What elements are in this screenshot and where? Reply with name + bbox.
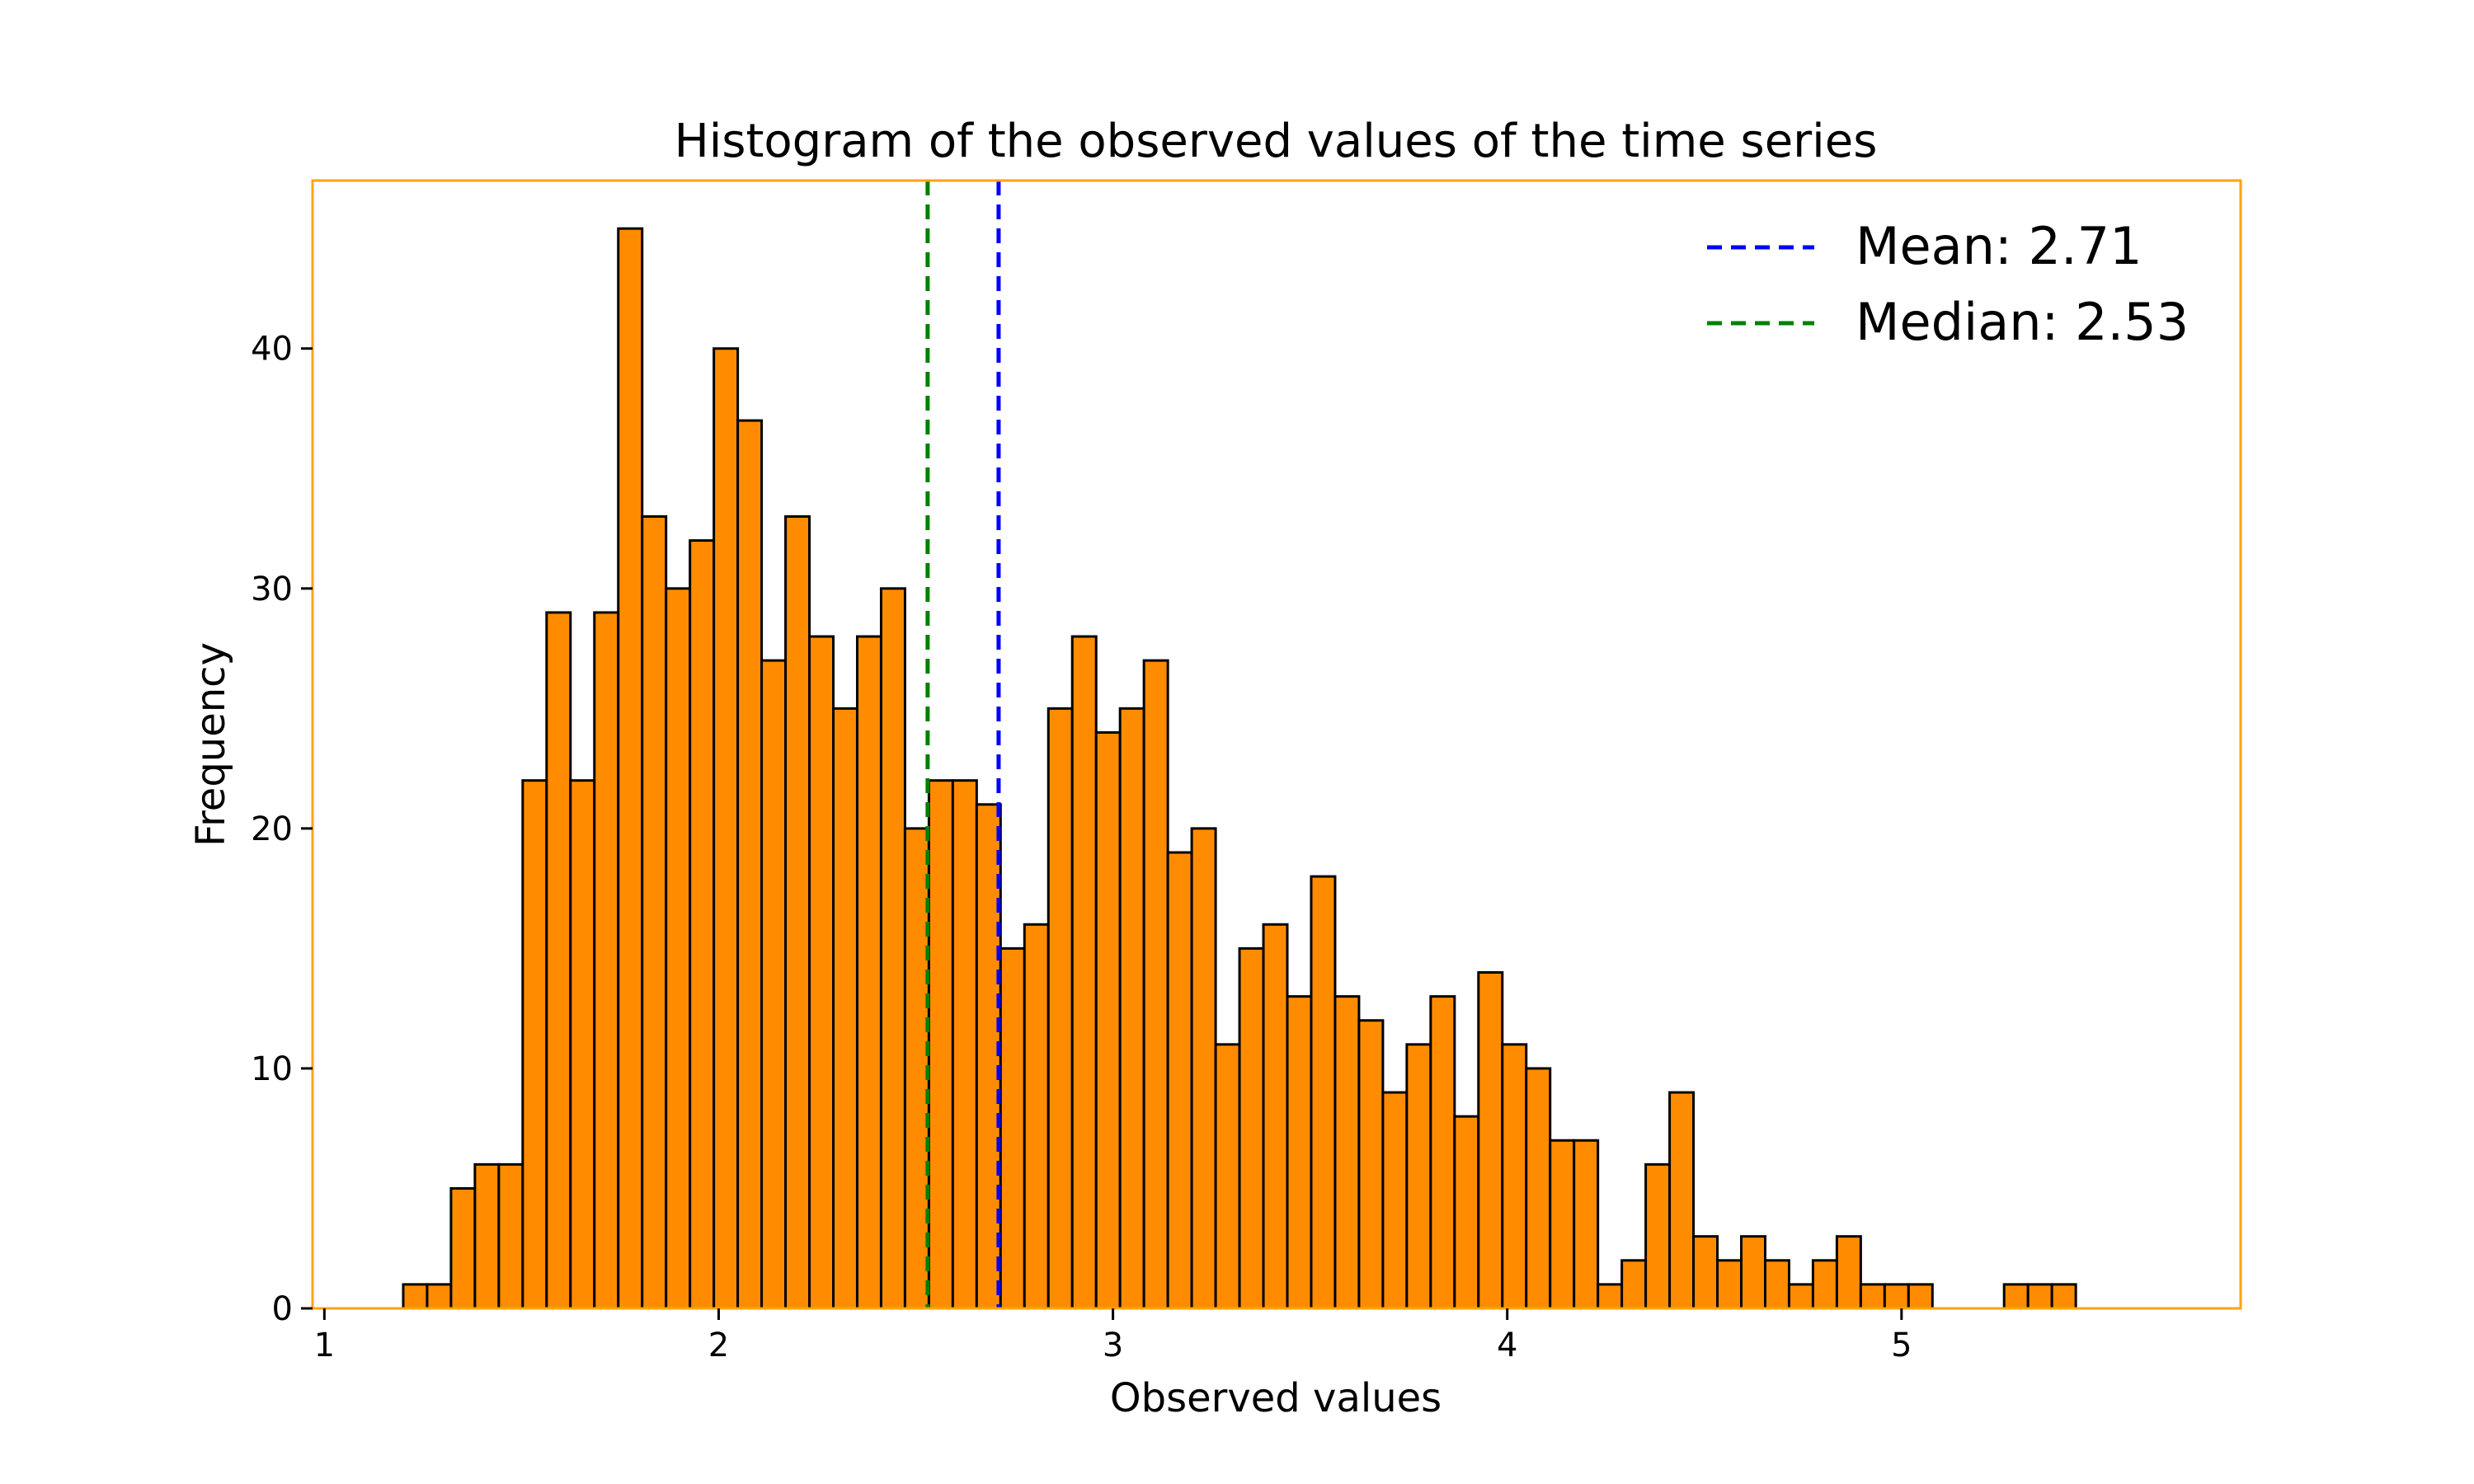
histogram-bar xyxy=(1692,1235,1719,1310)
histogram-bar xyxy=(1477,971,1504,1310)
histogram-bar xyxy=(1907,1283,1934,1310)
x-tick-label: 3 xyxy=(1103,1327,1123,1364)
x-tick-label: 1 xyxy=(314,1327,335,1364)
histogram-bar xyxy=(1023,923,1050,1310)
histogram-bar xyxy=(951,779,978,1310)
y-tick-label: 40 xyxy=(251,331,293,369)
histogram-bar xyxy=(545,611,572,1310)
histogram-bar xyxy=(473,1162,501,1310)
histogram-bar xyxy=(1668,1091,1696,1310)
histogram-bar xyxy=(402,1283,429,1310)
y-tick-label: 10 xyxy=(251,1050,293,1088)
x-tick-label: 4 xyxy=(1497,1327,1517,1364)
histogram-bar xyxy=(1190,827,1217,1310)
histogram-bar xyxy=(1333,995,1361,1310)
y-tick-label: 30 xyxy=(251,571,293,608)
x-tick-label: 5 xyxy=(1891,1327,1912,1364)
histogram-bar xyxy=(2002,1283,2030,1310)
histogram-bar xyxy=(449,1186,477,1310)
histogram-bar xyxy=(1453,1115,1480,1310)
histogram-bar xyxy=(1597,1283,1624,1310)
histogram-bar xyxy=(569,779,596,1310)
histogram-bar xyxy=(784,514,811,1310)
histogram-bar xyxy=(1357,1019,1385,1310)
histogram-bar xyxy=(879,587,906,1310)
histogram-bar xyxy=(1573,1139,1600,1310)
histogram-bar xyxy=(1835,1235,1862,1310)
histogram-bar xyxy=(1214,1043,1241,1310)
reference-lines-layer xyxy=(925,181,1001,1308)
histogram-bar xyxy=(1238,946,1265,1310)
legend-mean-label: Mean: 2.71 xyxy=(1856,216,2142,276)
histogram-bar xyxy=(2026,1283,2053,1310)
y-tick-label: 20 xyxy=(251,810,293,848)
histogram-bar xyxy=(1070,635,1098,1310)
histogram-bar xyxy=(641,514,668,1310)
x-axis-label: Observed values xyxy=(1110,1375,1442,1421)
histogram-bar xyxy=(1381,1091,1409,1310)
histogram-bar xyxy=(617,227,644,1310)
histogram-bar xyxy=(1525,1067,1552,1310)
histogram-bar xyxy=(2050,1283,2077,1310)
histogram-bar xyxy=(1644,1162,1672,1310)
histogram-bar xyxy=(1763,1259,1790,1310)
histogram-bar xyxy=(426,1283,453,1310)
y-tick-label: 0 xyxy=(272,1290,293,1328)
histogram-bar xyxy=(1716,1259,1743,1310)
histogram-bar xyxy=(760,659,788,1310)
histogram-bar xyxy=(521,779,548,1310)
histogram-bar xyxy=(1811,1259,1838,1310)
histogram-bar xyxy=(1047,707,1074,1310)
histogram-bar xyxy=(689,539,716,1310)
histogram-bar xyxy=(1740,1235,1766,1310)
histogram-bar xyxy=(1549,1139,1576,1310)
x-tick-label: 2 xyxy=(708,1327,729,1364)
histogram-bar xyxy=(1286,995,1313,1310)
chart-title: Histogram of the observed values of the … xyxy=(675,115,1878,168)
histogram-bar xyxy=(1501,1043,1528,1310)
histogram-bar xyxy=(1118,707,1145,1310)
x-ticks: 1 2 3 4 5 xyxy=(314,1308,1912,1364)
histogram-bar xyxy=(855,635,882,1310)
y-ticks: 0 10 20 30 40 xyxy=(251,331,313,1328)
histogram-bar xyxy=(1620,1259,1648,1310)
histogram-bar xyxy=(927,779,954,1310)
histogram-bar xyxy=(1094,730,1122,1310)
histogram-bar xyxy=(1405,1043,1432,1310)
legend-median-label: Median: 2.53 xyxy=(1856,292,2189,352)
histogram-bar xyxy=(1883,1283,1910,1310)
histogram-bar xyxy=(903,827,930,1310)
histogram-bar xyxy=(497,1162,524,1310)
histogram-bar xyxy=(665,587,692,1310)
plot-frame xyxy=(311,179,2242,1310)
histogram-bar xyxy=(999,946,1026,1310)
histogram-bar xyxy=(736,419,764,1310)
histogram-bar xyxy=(1142,659,1169,1310)
histogram-bar xyxy=(1166,851,1193,1310)
histogram-bar xyxy=(1859,1283,1886,1310)
histogram-bar xyxy=(1787,1283,1814,1310)
histogram-bar xyxy=(831,707,858,1310)
histogram-bar xyxy=(1310,875,1337,1310)
legend: Mean: 2.71 Median: 2.53 xyxy=(1707,216,2189,352)
bars-layer xyxy=(402,227,2077,1310)
histogram-bar xyxy=(808,635,835,1310)
histogram-bar xyxy=(1262,923,1289,1310)
histogram-bar xyxy=(713,347,740,1310)
histogram-bar xyxy=(1429,995,1456,1310)
histogram-bar xyxy=(593,611,620,1310)
y-axis-label: Frequency xyxy=(188,642,234,847)
